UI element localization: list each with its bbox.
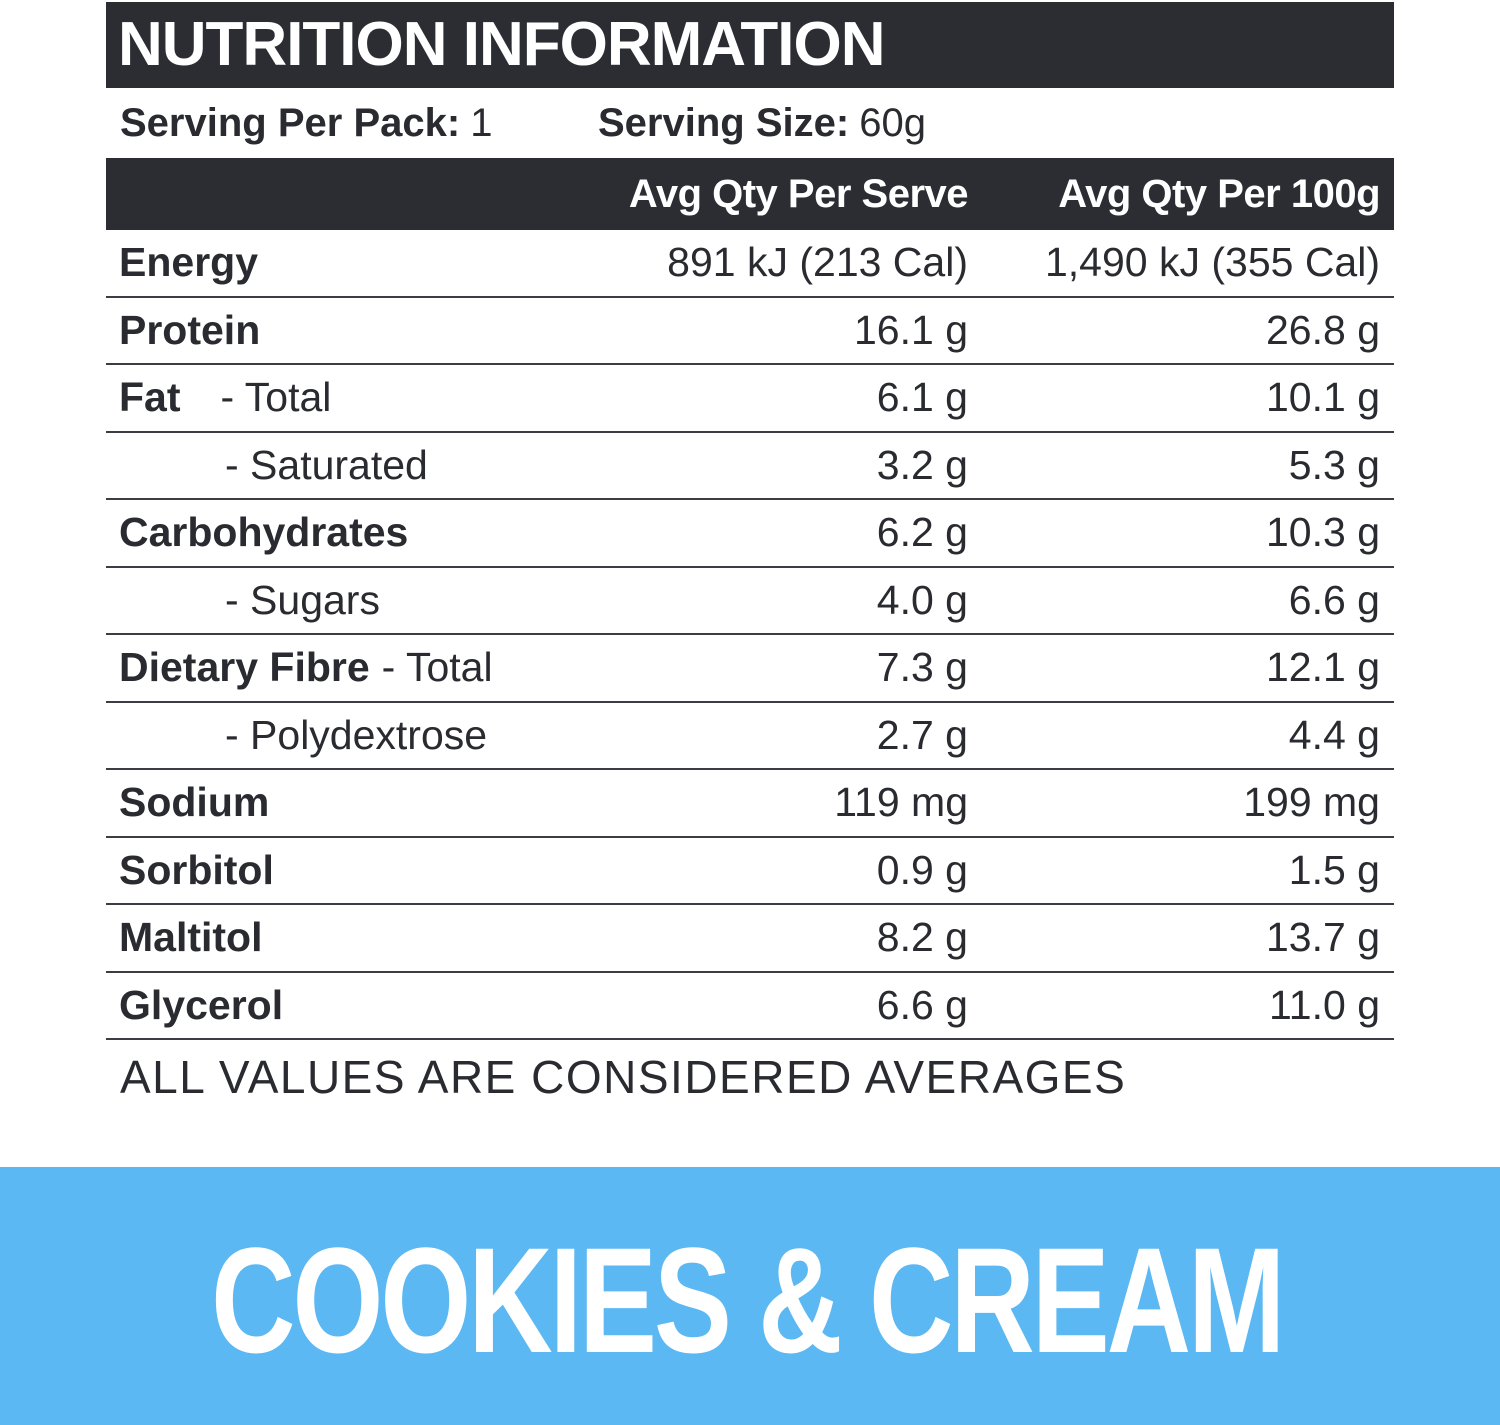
flavor-name: COOKIES & CREAM: [211, 1216, 1285, 1384]
value-per-serve: 2.7 g: [876, 711, 968, 758]
table-row-fat-saturated: - Saturated 3.2 g 5.3 g: [106, 433, 1394, 500]
table-row-glycerol: Glycerol 6.6 g 11.0 g: [106, 973, 1394, 1040]
value-per-100g: 199 mg: [1243, 779, 1380, 826]
nutrient-name: Sorbitol: [119, 846, 274, 893]
nutrient-subname: - Total: [220, 374, 332, 421]
value-per-serve: 3.2 g: [876, 441, 968, 488]
serving-size-value: 60g: [859, 100, 926, 145]
nutrient-subname: - Saturated: [225, 441, 428, 488]
table-row-polydextrose: - Polydextrose 2.7 g 4.4 g: [106, 703, 1394, 770]
value-per-100g: 12.1 g: [1266, 644, 1380, 691]
table-row-maltitol: Maltitol 8.2 g 13.7 g: [106, 905, 1394, 973]
value-per-100g: 1.5 g: [1288, 846, 1380, 893]
serving-per-pack-value: 1: [470, 100, 493, 145]
serving-per-pack-label: Serving Per Pack:: [120, 100, 461, 145]
nutrient-name: Carbohydrates: [119, 509, 409, 556]
nutrient-subname: - Total: [381, 644, 493, 691]
table-row-sugars: - Sugars 4.0 g 6.6 g: [106, 568, 1394, 635]
value-per-serve: 6.2 g: [876, 509, 968, 556]
serving-per-pack: Serving Per Pack: 1: [120, 101, 598, 146]
nutrition-panel: NUTRITION INFORMATION Serving Per Pack: …: [106, 2, 1394, 1104]
value-per-100g: 10.3 g: [1266, 509, 1380, 556]
nutrient-name: Maltitol: [119, 914, 263, 961]
nutrient-name: Sodium: [119, 779, 270, 826]
nutrient-name: Protein: [119, 306, 261, 353]
nutrient-name: Fat: [119, 374, 181, 421]
table-row-sorbitol: Sorbitol 0.9 g 1.5 g: [106, 838, 1394, 905]
nutrient-name: Dietary Fibre: [119, 644, 370, 691]
table-row-energy: Energy 891 kJ (213 Cal) 1,490 kJ (355 Ca…: [106, 230, 1394, 298]
column-header: Avg Qty Per Serve Avg Qty Per 100g: [106, 158, 1394, 230]
value-per-serve: 119 mg: [834, 779, 968, 826]
table-row-fat-total: Fat - Total 6.1 g 10.1 g: [106, 365, 1394, 433]
value-per-100g: 11.0 g: [1269, 981, 1380, 1028]
value-per-serve: 0.9 g: [876, 846, 968, 893]
value-per-100g: 5.3 g: [1288, 441, 1380, 488]
table-row-dietary-fibre: Dietary Fibre - Total 7.3 g 12.1 g: [106, 635, 1394, 703]
table-row-carbohydrates: Carbohydrates 6.2 g 10.3 g: [106, 500, 1394, 568]
serving-info: Serving Per Pack: 1 Serving Size: 60g: [106, 88, 1394, 158]
value-per-serve: 6.1 g: [876, 374, 968, 421]
value-per-100g: 13.7 g: [1266, 914, 1380, 961]
value-per-serve: 8.2 g: [876, 914, 968, 961]
title-bar: NUTRITION INFORMATION: [106, 2, 1394, 88]
table-row-sodium: Sodium 119 mg 199 mg: [106, 770, 1394, 838]
value-per-serve: 7.3 g: [876, 644, 968, 691]
value-per-serve: 4.0 g: [876, 576, 968, 623]
value-per-serve: 891 kJ (213 Cal): [667, 239, 968, 286]
table-row-protein: Protein 16.1 g 26.8 g: [106, 298, 1394, 365]
nutrient-name: Energy: [119, 239, 258, 286]
column-per-serve: Avg Qty Per Serve: [628, 171, 969, 216]
value-per-100g: 10.1 g: [1266, 374, 1380, 421]
nutrient-subname: - Polydextrose: [225, 711, 488, 758]
column-per-100g: Avg Qty Per 100g: [1058, 171, 1380, 216]
serving-size-label: Serving Size:: [598, 100, 850, 145]
value-per-100g: 26.8 g: [1266, 306, 1380, 353]
value-per-serve: 6.6 g: [876, 981, 968, 1028]
value-per-100g: 4.4 g: [1288, 711, 1380, 758]
value-per-100g: 6.6 g: [1288, 576, 1380, 623]
serving-size: Serving Size: 60g: [598, 101, 926, 146]
page-title: NUTRITION INFORMATION: [118, 10, 886, 79]
nutrient-name: Glycerol: [119, 981, 284, 1028]
flavor-banner: COOKIES & CREAM: [0, 1167, 1500, 1425]
value-per-100g: 1,490 kJ (355 Cal): [1044, 239, 1380, 286]
nutrient-subname: - Sugars: [225, 576, 380, 623]
value-per-serve: 16.1 g: [854, 306, 968, 353]
averages-footnote: ALL VALUES ARE CONSIDERED AVERAGES: [120, 1051, 1127, 1103]
